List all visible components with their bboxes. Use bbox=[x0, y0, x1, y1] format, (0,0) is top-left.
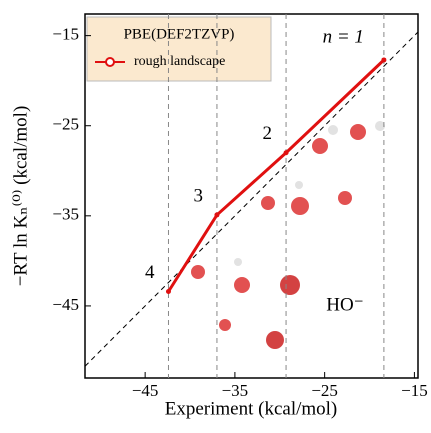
plot-frame bbox=[84, 13, 419, 379]
x-tick-label: −15 bbox=[401, 381, 428, 400]
legend-label: rough landscape bbox=[134, 54, 225, 69]
point bbox=[283, 150, 289, 156]
annotation: HO⁻ bbox=[326, 294, 363, 315]
y-tick-label: −35 bbox=[52, 205, 79, 224]
legend-title: PBE(DEF2TZVP) bbox=[124, 26, 235, 42]
x-axis-label: Experiment (kcal/mol) bbox=[165, 398, 338, 419]
point bbox=[165, 289, 171, 295]
x-tick-label: −25 bbox=[311, 381, 338, 400]
molecule-decoration bbox=[191, 121, 385, 349]
y-tick-label: −25 bbox=[52, 115, 79, 134]
point bbox=[381, 57, 387, 63]
point bbox=[214, 212, 220, 218]
parity-line bbox=[84, 31, 419, 367]
series-line bbox=[167, 58, 385, 293]
y-axis-label: −RT ln Kₙ⁽⁰⁾ (kcal/mol) bbox=[10, 106, 31, 287]
point-label: 2 bbox=[263, 123, 273, 144]
point-label: 4 bbox=[145, 262, 155, 283]
legend-marker bbox=[105, 57, 115, 67]
point-label: 3 bbox=[193, 185, 203, 206]
y-tick-label: −15 bbox=[52, 25, 79, 44]
x-tick-label: −45 bbox=[132, 381, 159, 400]
point-label: n = 1 bbox=[323, 26, 364, 47]
x-tick-label: −35 bbox=[222, 381, 249, 400]
y-tick-label: −45 bbox=[52, 295, 79, 314]
legend-box bbox=[86, 16, 272, 82]
